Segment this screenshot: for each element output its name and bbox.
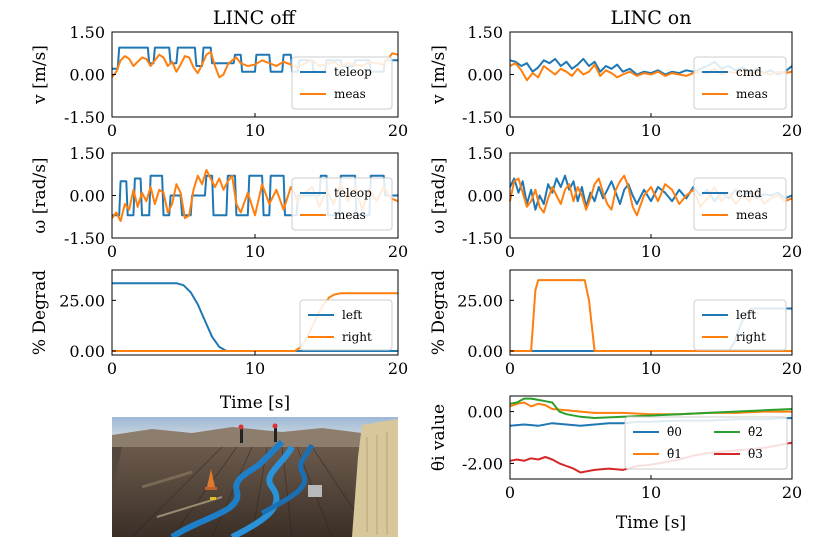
x-tick-label: 0 xyxy=(107,242,117,261)
robot-test-track-photo xyxy=(112,417,398,537)
y-axis-label: % Degrad xyxy=(30,270,50,355)
legend-label: right xyxy=(342,330,372,344)
series-line-theta-2 xyxy=(509,397,793,419)
legend-label: θ̂0 xyxy=(667,425,682,439)
chart-d_off: 0 10 20 25.00 0.00 % Degrad Time [s] left right xyxy=(30,269,408,413)
legend-label: right xyxy=(736,330,766,344)
legend-v_on: cmd meas xyxy=(693,56,787,110)
y-axis-label: θi value xyxy=(429,404,449,471)
legend-label: θ̂1 xyxy=(667,447,682,461)
legend-box xyxy=(624,416,788,470)
x-tick-label: 10 xyxy=(245,359,265,378)
series-line-theta-1 xyxy=(509,401,792,416)
x-tick-label: 20 xyxy=(782,483,802,502)
legend-theta: θ̂0 θ̂2 θ̂1 θ3 xyxy=(624,416,788,470)
y-tick-label: 25.00 xyxy=(59,291,105,310)
y-tick-label: 1.50 xyxy=(69,144,105,163)
x-tick-label: 10 xyxy=(245,242,265,261)
legend-label: left xyxy=(342,308,362,322)
y-tick-label: 1.50 xyxy=(467,23,503,42)
legend-label: cmd xyxy=(736,65,762,79)
legend-v_off: teleop meas xyxy=(291,56,393,110)
y-tick-label: 0.00 xyxy=(467,403,503,422)
y-tick-label: 1.50 xyxy=(467,144,503,163)
legend-label: θ3 xyxy=(748,447,763,461)
title-linc-off: LINC off xyxy=(213,7,297,29)
chart-v_on: 0 10 20 1.50 0.00 -1.50 v [m/s] cmd meas xyxy=(429,23,802,140)
legend-label: meas xyxy=(334,208,366,222)
legend-d_on: left right xyxy=(693,299,787,351)
y-tick-label: -1.50 xyxy=(64,229,105,248)
y-axis-label: % Degrad xyxy=(429,270,449,355)
legend-label: teleop xyxy=(334,65,372,79)
legend-label: meas xyxy=(736,87,768,101)
x-tick-label: 10 xyxy=(641,359,661,378)
y-tick-label: 0.00 xyxy=(467,342,503,361)
legend-label: left xyxy=(736,308,756,322)
legend-box xyxy=(693,177,787,231)
legend-box xyxy=(693,56,787,110)
x-tick-label: 0 xyxy=(107,359,117,378)
chart-v_off: 0 10 20 1.50 0.00 -1.50 v [m/s] teleop meas xyxy=(30,23,408,140)
chart-w_on: 0 10 20 1.50 0.00 -1.50 ω [rad/s] cmd meas xyxy=(429,144,802,261)
x-tick-label: 0 xyxy=(107,121,117,140)
chart-d_on: 0 10 20 25.00 0.00 % Degrad left right xyxy=(429,269,802,378)
legend-label: teleop xyxy=(334,186,372,200)
y-tick-label: 0.00 xyxy=(69,187,105,206)
x-tick-label: 10 xyxy=(641,483,661,502)
y-axis-label: v [m/s] xyxy=(30,45,50,105)
x-tick-label: 20 xyxy=(388,242,408,261)
legend-d_off: left right xyxy=(299,299,393,351)
title-linc-on: LINC on xyxy=(610,7,691,29)
x-tick-label: 10 xyxy=(641,242,661,261)
x-axis-label: Time [s] xyxy=(220,393,290,413)
y-tick-label: -1.50 xyxy=(462,108,503,127)
x-tick-label: 20 xyxy=(388,121,408,140)
y-tick-label: 0.00 xyxy=(467,187,503,206)
y-tick-label: 1.50 xyxy=(69,23,105,42)
legend-w_on: cmd meas xyxy=(693,177,787,231)
legend-label: meas xyxy=(736,208,768,222)
legend-label: meas xyxy=(334,87,366,101)
y-axis-label: ω [rad/s] xyxy=(429,157,449,233)
y-axis-label: v [m/s] xyxy=(429,45,449,105)
y-axis-label: ω [rad/s] xyxy=(30,157,50,233)
y-tick-label: 0.00 xyxy=(69,342,105,361)
x-tick-label: 0 xyxy=(505,483,515,502)
x-tick-label: 20 xyxy=(782,242,802,261)
y-tick-label: 25.00 xyxy=(457,291,503,310)
chart-w_off: 0 10 20 1.50 0.00 -1.50 ω [rad/s] teleop meas xyxy=(30,144,408,261)
y-tick-label: -2.00 xyxy=(462,454,503,473)
x-tick-label: 10 xyxy=(245,121,265,140)
legend-box xyxy=(291,177,393,231)
x-tick-label: 20 xyxy=(782,121,802,140)
y-tick-label: -1.50 xyxy=(462,229,503,248)
y-tick-label: 0.00 xyxy=(69,66,105,85)
y-tick-label: -1.50 xyxy=(64,108,105,127)
x-tick-label: 20 xyxy=(782,359,802,378)
x-tick-label: 0 xyxy=(505,121,515,140)
x-tick-label: 20 xyxy=(388,359,408,378)
x-tick-label: 0 xyxy=(505,359,515,378)
x-tick-label: 0 xyxy=(505,242,515,261)
series-line-d_off-0 xyxy=(112,282,398,352)
x-axis-label: Time [s] xyxy=(616,513,686,533)
series-line-d_on-1 xyxy=(510,279,792,352)
x-tick-label: 10 xyxy=(641,121,661,140)
legend-label: θ̂2 xyxy=(748,425,763,439)
legend-label: cmd xyxy=(736,186,762,200)
legend-box xyxy=(291,56,393,110)
y-tick-label: 0.00 xyxy=(467,66,503,85)
legend-w_off: teleop meas xyxy=(291,177,393,231)
